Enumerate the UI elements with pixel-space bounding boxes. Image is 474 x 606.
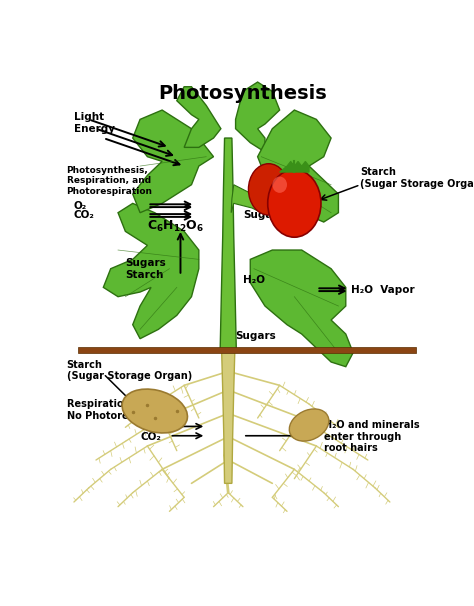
Polygon shape <box>220 138 237 350</box>
Text: Sugars: Sugars <box>236 331 276 341</box>
Text: O₂: O₂ <box>74 201 87 211</box>
Text: H₂O and minerals
enter through
root hairs: H₂O and minerals enter through root hair… <box>324 420 419 453</box>
Text: H₂O  Vapor: H₂O Vapor <box>351 285 415 295</box>
Ellipse shape <box>272 176 287 193</box>
Ellipse shape <box>268 170 321 237</box>
Text: Photosynthesis,
Respiration, and
Photorespiration: Photosynthesis, Respiration, and Photore… <box>66 166 153 196</box>
Polygon shape <box>280 161 309 172</box>
Polygon shape <box>236 82 280 152</box>
Text: Sugars: Sugars <box>243 210 283 220</box>
Text: Starch
(Sugar Storage Organ): Starch (Sugar Storage Organ) <box>66 360 192 381</box>
Polygon shape <box>258 110 338 222</box>
Polygon shape <box>103 204 199 339</box>
Text: CO₂: CO₂ <box>140 431 161 442</box>
Text: O₂: O₂ <box>140 422 153 432</box>
Text: $\mathbf{C_6H_{12}O_6}$: $\mathbf{C_6H_{12}O_6}$ <box>147 219 205 235</box>
Polygon shape <box>222 350 235 484</box>
Text: H₂O: H₂O <box>243 275 265 285</box>
Ellipse shape <box>122 389 187 433</box>
Polygon shape <box>250 250 353 367</box>
Text: Starch
(Sugar Storage Organ): Starch (Sugar Storage Organ) <box>360 167 474 188</box>
Bar <box>78 347 416 353</box>
Text: Sugars
Starch: Sugars Starch <box>125 258 166 279</box>
Polygon shape <box>177 87 221 147</box>
Text: Respiration, and
No Photorespiration: Respiration, and No Photorespiration <box>66 399 178 421</box>
Ellipse shape <box>248 164 289 215</box>
Ellipse shape <box>289 409 329 441</box>
Text: CO₂: CO₂ <box>74 210 95 220</box>
Polygon shape <box>133 110 213 213</box>
Text: Photosynthesis: Photosynthesis <box>158 84 328 104</box>
Text: Light
Energy: Light Energy <box>74 112 115 134</box>
Polygon shape <box>231 185 261 213</box>
